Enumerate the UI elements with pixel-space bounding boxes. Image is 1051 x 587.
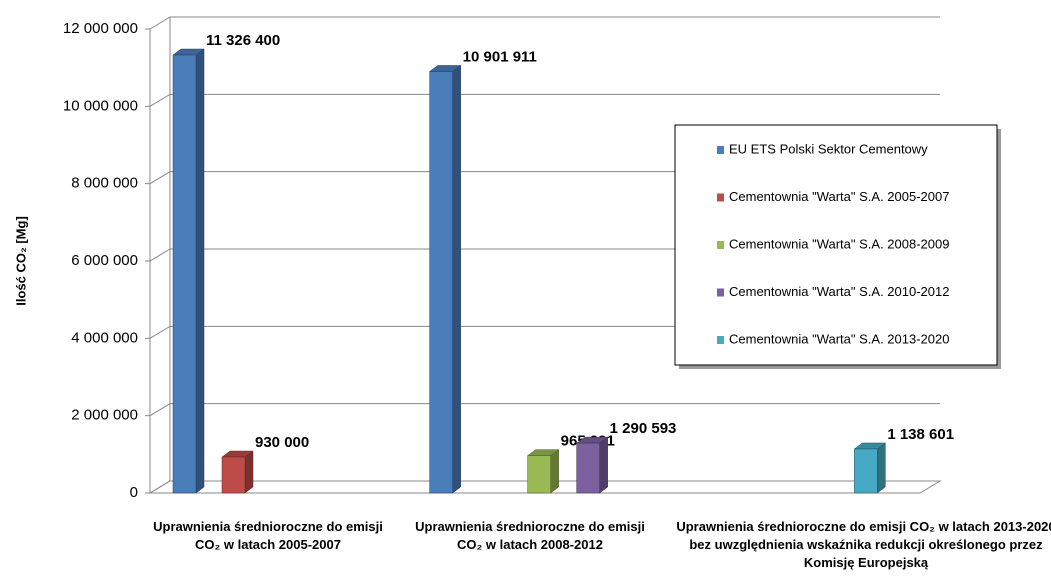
value-label: 930 000 <box>255 434 309 451</box>
bar <box>429 71 453 494</box>
y-tick-label: 10 000 000 <box>63 97 138 114</box>
grid-line <box>149 93 940 107</box>
y-tick-label: 0 <box>130 484 138 501</box>
bar-side <box>877 442 886 494</box>
bar <box>172 54 197 494</box>
value-label: 11 326 400 <box>206 32 280 49</box>
x-tick-label: Uprawnienia średnioroczne do emisji CO₂ … <box>153 519 383 552</box>
bar <box>221 456 246 494</box>
legend-label: EU ETS Polski Sektor Cementowy <box>729 141 928 156</box>
bar <box>527 455 551 494</box>
legend-label: Cementownia "Warta" S.A. 2010-2012 <box>729 284 949 299</box>
grid-line <box>149 16 940 30</box>
bar <box>576 442 600 494</box>
y-tick-label: 8 000 000 <box>71 175 138 192</box>
legend <box>674 124 998 366</box>
legend-label: Cementownia "Warta" S.A. 2008-2009 <box>729 236 949 251</box>
grid-line <box>149 403 940 417</box>
bar <box>854 448 878 494</box>
legend-label: Cementownia "Warta" S.A. 2013-2020 <box>729 331 949 346</box>
x-tick-label: Uprawnienia średnioroczne do emisji CO₂ … <box>415 519 645 552</box>
legend-swatch <box>717 193 724 202</box>
y-tick-label: 6 000 000 <box>71 252 138 269</box>
value-label: 1 290 593 <box>610 420 677 437</box>
y-tick-label: 2 000 000 <box>71 407 138 424</box>
bar-side <box>195 48 205 494</box>
bar-side <box>452 64 461 494</box>
x-tick-label: Uprawnienia średnioroczne do emisji CO₂ … <box>676 519 1051 570</box>
legend-swatch <box>717 288 724 297</box>
bar-side <box>599 436 608 494</box>
bar-side <box>550 449 559 494</box>
grid-line <box>149 480 940 494</box>
value-label: 1 138 601 <box>887 426 954 443</box>
legend-swatch <box>717 336 724 344</box>
y-axis-label: Ilość CO₂ [Mg] <box>13 216 28 306</box>
y-tick-label: 12 000 000 <box>63 20 138 37</box>
legend-swatch <box>717 146 724 154</box>
legend-label: Cementownia "Warta" S.A. 2005-2007 <box>729 189 949 204</box>
bar-side <box>244 450 254 494</box>
y-tick-label: 4 000 000 <box>71 329 138 346</box>
legend-swatch <box>717 241 724 249</box>
value-label: 10 901 911 <box>463 48 537 65</box>
